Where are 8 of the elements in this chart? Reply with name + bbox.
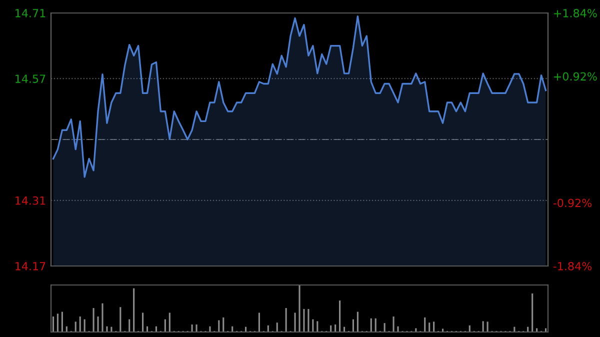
y-tick-label: 14.71 — [16, 9, 46, 18]
y2-tick-label: +1.84% — [554, 8, 597, 18]
y-tick-label: 14.31 — [16, 196, 46, 205]
y-tick-label: 14.57 — [16, 74, 46, 83]
y-tick-label: 14.17 — [16, 262, 46, 270]
y2-tick-label: -1.84% — [553, 262, 592, 270]
y2-tick-label: -0.92% — [553, 198, 592, 208]
y2-tick-label: +0.92% — [554, 72, 597, 81]
